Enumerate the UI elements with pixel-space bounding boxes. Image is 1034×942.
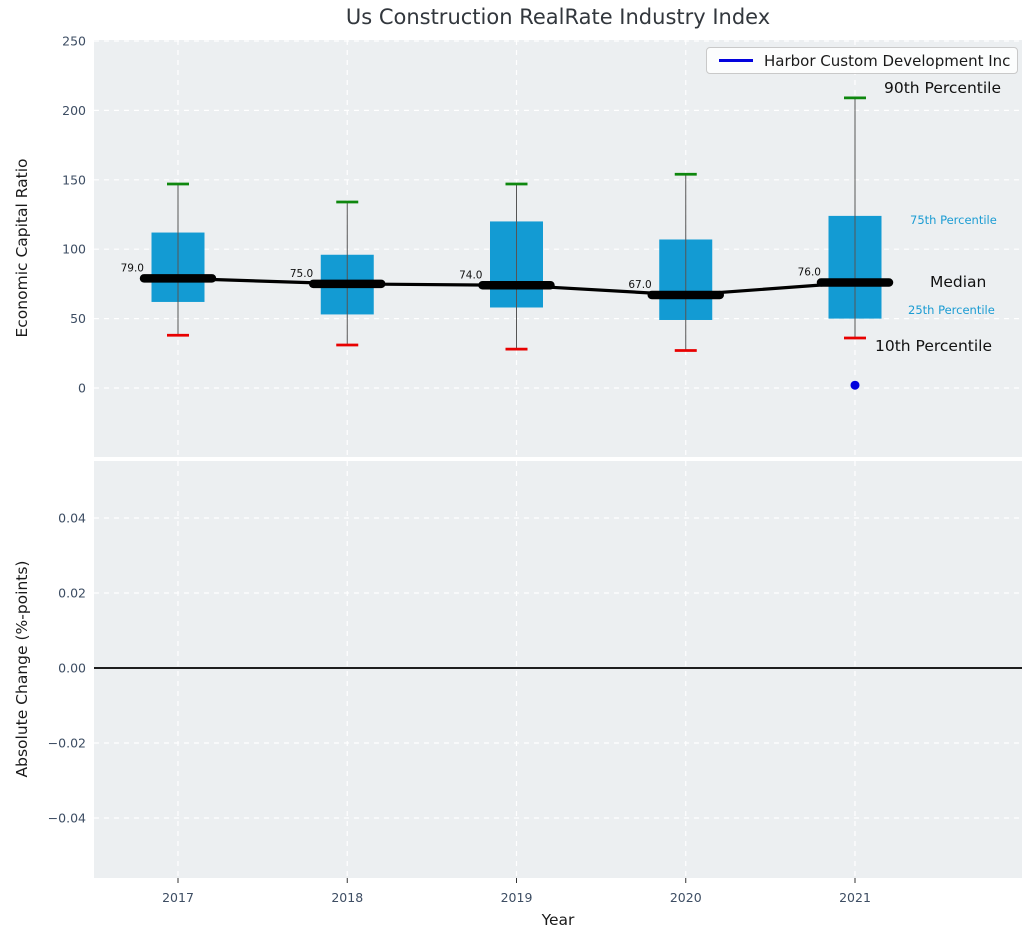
y-axis-label-bottom: Absolute Change (%-points) (13, 560, 31, 778)
median-value-label-2019: 74.0 (459, 269, 482, 281)
median-value-label-2021: 76.0 (798, 267, 821, 279)
y-tick-label-bottom: 0.00 (58, 661, 86, 676)
bottom-panel (94, 461, 1022, 878)
annotation-median: Median (930, 273, 987, 291)
y-tick-label-top: 100 (62, 242, 86, 257)
median-value-label-2018: 75.0 (290, 268, 313, 280)
y-tick-label-bottom: −0.02 (48, 736, 86, 751)
x-tick-label: 2017 (162, 890, 194, 905)
legend-label: Harbor Custom Development Inc (764, 51, 1011, 70)
x-tick-label: 2018 (331, 890, 363, 905)
y-tick-label-top: 50 (70, 311, 86, 326)
x-tick-label: 2020 (670, 890, 702, 905)
y-tick-label-bottom: 0.02 (58, 586, 86, 601)
y-tick-label-top: 250 (62, 34, 86, 49)
y-tick-label-bottom: 0.04 (58, 511, 86, 526)
annotation-75th-percentile: 75th Percentile (910, 213, 997, 227)
chart-title: Us Construction RealRate Industry Index (345, 5, 771, 29)
legend: Harbor Custom Development Inc (706, 47, 1018, 74)
company-point (850, 380, 860, 390)
legend-line-swatch (719, 59, 753, 62)
y-tick-label-top: 150 (62, 172, 86, 187)
annotation-10th-percentile: 10th Percentile (875, 337, 993, 355)
y-tick-label-bottom: −0.04 (48, 811, 86, 826)
median-value-label-2017: 79.0 (121, 262, 144, 274)
y-tick-label-top: 0 (78, 381, 86, 396)
x-axis-label: Year (541, 911, 575, 929)
x-tick-label: 2021 (839, 890, 871, 905)
y-tick-label-top: 200 (62, 103, 86, 118)
median-value-label-2020: 67.0 (628, 279, 651, 291)
top-panel (94, 40, 1022, 457)
y-axis-label-top: Economic Capital Ratio (13, 158, 31, 338)
annotation-90th-percentile: 90th Percentile (884, 79, 1002, 97)
annotation-25th-percentile: 25th Percentile (908, 303, 995, 317)
x-tick-label: 2019 (501, 890, 533, 905)
